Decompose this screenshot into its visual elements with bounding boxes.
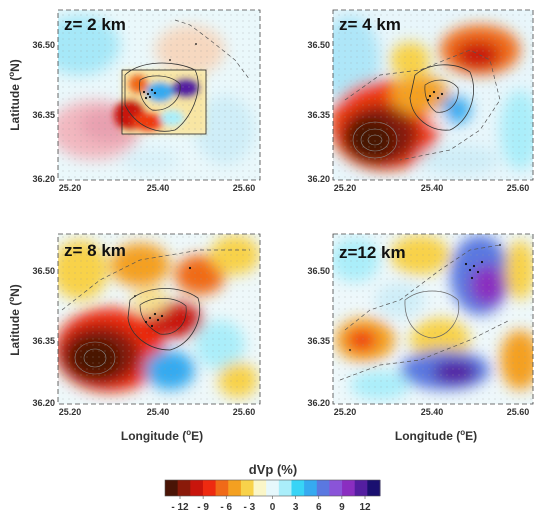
panel-label: z= 2 km [64,15,126,34]
colorbar-swatch [367,480,381,496]
x-tick: 25.20 [59,183,82,193]
y-tick: 36.50 [32,40,55,50]
colorbar-swatch [304,480,318,496]
colorbar-ticks: - 12 - 9 - 6 - 3 0 3 6 9 12 [171,496,371,513]
x-tick: 25.60 [507,183,530,193]
x-ticks-bottom-right: 25.20 25.40 25.60 [334,407,530,417]
x-ticks-bottom-left: 25.20 25.40 25.60 [59,407,256,417]
colorbar-swatch [329,480,343,496]
x-tick: 25.40 [421,183,444,193]
x-ticks-top-left: 25.20 25.40 25.60 [59,183,256,193]
colorbar-tick-label: 9 [339,502,345,513]
x-tick: 25.60 [233,183,256,193]
colorbar-title: dVp (%) [249,462,297,477]
y-ticks-bottom-left: 36.50 36.35 36.20 [32,266,55,408]
colorbar-tick-label: - 12 [171,502,189,513]
colorbar-tick-label: - 9 [197,502,209,513]
y-axis-label-top: Latitude (oN) [7,59,22,131]
y-ticks-top-right: 36.50 36.35 36.20 [307,40,330,184]
y-tick: 36.20 [307,398,330,408]
colorbar-tick-label: 0 [270,502,276,513]
x-tick: 25.20 [334,407,357,417]
colorbar-swatch [215,480,229,496]
panel-label: z=12 km [339,243,406,262]
x-ticks-top-right: 25.20 25.40 25.60 [334,183,530,193]
y-tick: 36.20 [32,398,55,408]
colorbar-swatch [266,480,280,496]
x-tick: 25.20 [334,183,357,193]
colorbar-swatch [253,480,267,496]
y-ticks-top-left: 36.50 36.35 36.20 [32,40,55,184]
panel-z8: z= 8 km [57,233,261,405]
colorbar-swatch [202,480,217,496]
panel-label: z= 4 km [339,15,401,34]
colorbar-swatch [316,480,330,496]
colorbar-swatch [177,480,191,496]
x-axis-label-left: Longitude (oE) [121,428,203,443]
y-tick: 36.20 [32,174,55,184]
colorbar-swatch [240,480,255,496]
colorbar-tick-label: - 3 [244,502,256,513]
colorbar-swatch [278,480,292,496]
colorbar-tick-label: 12 [359,502,371,513]
panel-z12: z=12 km [332,233,534,405]
colorbar-swatch [291,480,305,496]
colorbar-tick-label: 3 [293,502,299,513]
y-tick: 36.35 [32,336,55,346]
colorbar-tick-label: - 6 [220,502,232,513]
colorbar-tick-label: 6 [316,502,322,513]
colorbar-swatch [190,480,204,496]
y-tick: 36.50 [32,266,55,276]
y-tick: 36.50 [307,40,330,50]
colorbar-swatch [354,480,368,496]
y-tick: 36.35 [32,110,55,120]
y-tick: 36.35 [307,336,330,346]
colorbar: dVp (%) - 12 - 9 - 6 - 3 0 3 6 9 12 [164,462,381,513]
x-tick: 25.20 [59,407,82,417]
colorbar-swatch [228,480,242,496]
x-tick: 25.40 [147,407,170,417]
panel-z4: z= 4 km [332,9,534,181]
colorbar-swatch [342,480,356,496]
x-tick: 25.60 [507,407,530,417]
colorbar-swatches [165,480,381,496]
x-tick: 25.40 [147,183,170,193]
panel-z2: z= 2 km [57,9,261,181]
x-tick: 25.40 [421,407,444,417]
y-axis-label-bottom: Latitude (oN) [7,284,22,356]
x-axis-label-right: Longitude (oE) [395,428,477,443]
y-tick: 36.35 [307,110,330,120]
panel-label: z= 8 km [64,241,126,260]
y-tick: 36.50 [307,266,330,276]
y-tick: 36.20 [307,174,330,184]
colorbar-swatch [165,480,179,496]
y-ticks-bottom-right: 36.50 36.35 36.20 [307,266,330,408]
x-tick: 25.60 [233,407,256,417]
